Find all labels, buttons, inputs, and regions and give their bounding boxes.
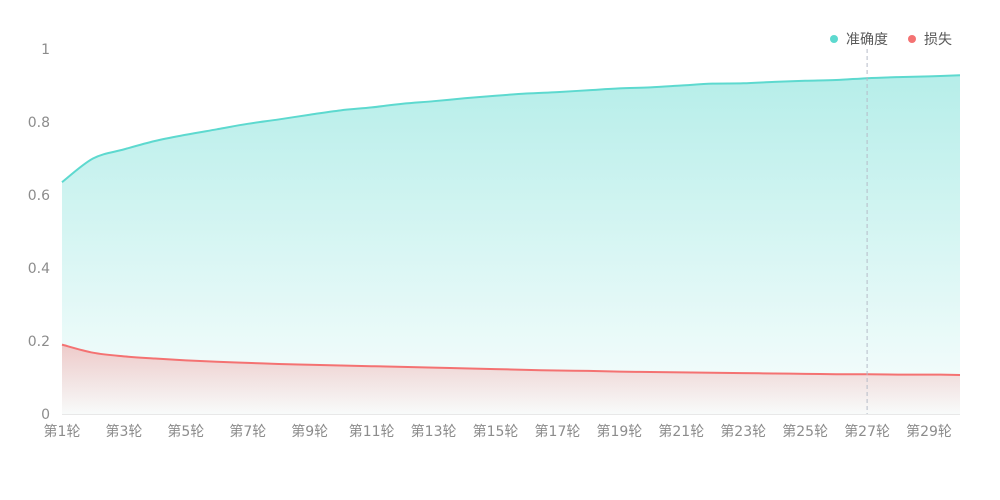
x-tick-label: 第9轮	[291, 423, 328, 440]
x-axis-ticks: 第1轮 第3轮 第5轮 第7轮 第9轮 第11轮 第13轮 第15轮 第17轮 第19轮 第21轮第…	[44, 423, 952, 440]
legend-label: 准确度	[846, 32, 888, 48]
x-tick-label: 第15轮	[473, 423, 519, 440]
x-tick-label: 第3轮	[105, 423, 142, 440]
x-tick-label: 第19轮	[596, 423, 642, 440]
loss-area	[62, 344, 960, 414]
y-axis-ticks: 0 0.2 0.4 0.6 0.8 1	[28, 42, 50, 423]
legend-label: 损失	[924, 32, 952, 48]
y-tick-label: 0	[41, 407, 50, 423]
series-lines	[61, 74, 961, 376]
x-tick-label: 第23轮	[720, 423, 766, 440]
legend-marker	[830, 35, 838, 43]
x-tick-label: 第1轮	[44, 423, 81, 440]
x-tick-label: 第11轮	[349, 423, 395, 440]
x-tick-label: 第27轮	[844, 423, 890, 440]
y-tick-label: 0.6	[28, 188, 50, 204]
series-areas	[62, 75, 960, 414]
x-tick-label: 第29轮	[906, 423, 952, 440]
x-tick-label: 第5轮	[167, 423, 204, 440]
x-tick-label: 第25轮	[782, 423, 828, 440]
x-tick-label: 第21轮	[658, 423, 704, 440]
accuracy-line[interactable]	[61, 74, 961, 184]
y-tick-label: 1	[41, 42, 50, 58]
x-tick-label: 第13轮	[411, 423, 457, 440]
accuracy-area	[62, 75, 960, 414]
legend[interactable]: 准确度 损失	[830, 32, 952, 48]
y-tick-label: 0.2	[28, 334, 50, 350]
legend-item-accuracy[interactable]: 准确度	[830, 32, 888, 48]
x-tick-label: 第7轮	[229, 423, 266, 440]
y-tick-label: 0.4	[28, 261, 50, 277]
legend-marker	[908, 35, 916, 43]
loss-line[interactable]	[61, 343, 961, 376]
x-tick-label: 第17轮	[535, 423, 581, 440]
legend-item-loss[interactable]: 损失	[908, 32, 952, 48]
y-tick-label: 0.8	[28, 115, 50, 131]
